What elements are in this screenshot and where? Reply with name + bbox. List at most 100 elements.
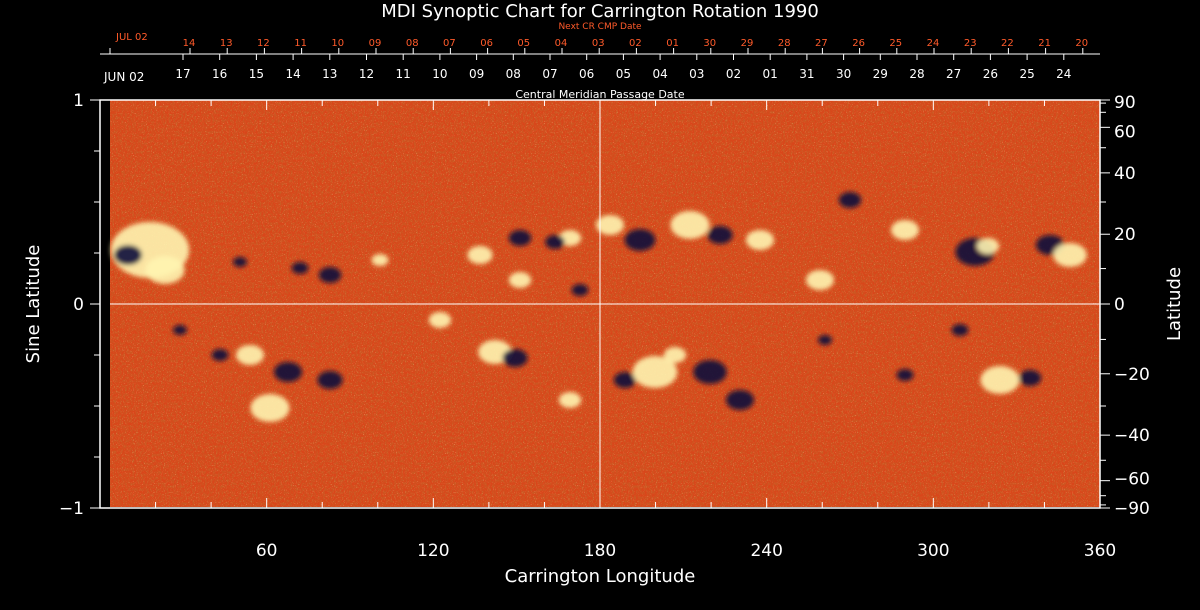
magnetic-region bbox=[806, 270, 834, 290]
magnetic-region bbox=[746, 230, 774, 250]
next-cr-start-label: JUL 02 bbox=[116, 32, 148, 43]
cmp-date-label: 28 bbox=[909, 67, 924, 81]
next-cr-date-label: 13 bbox=[220, 38, 233, 49]
cmp-date-label: 02 bbox=[726, 67, 741, 81]
magnetic-region bbox=[145, 256, 185, 284]
next-cr-date-ticks: 14 13 12 11 10 09 08 07 06 05 04 03 02 01 30 29 28 27 26 25… bbox=[109, 38, 1088, 54]
next-cr-date-label: 09 bbox=[369, 38, 382, 49]
y-left-ticks: 1 0 −1 bbox=[59, 91, 100, 519]
next-cr-date-label: 27 bbox=[815, 38, 828, 49]
x-tick-label: 60 bbox=[256, 541, 278, 561]
next-cr-date-label: 10 bbox=[331, 38, 344, 49]
y-right-tick-label: 40 bbox=[1114, 164, 1136, 184]
next-cr-date-label: 21 bbox=[1038, 38, 1051, 49]
y-right-axis-title: Latitude bbox=[1164, 267, 1185, 341]
magnetic-region bbox=[318, 267, 342, 283]
cmp-date-label: 07 bbox=[542, 67, 557, 81]
x-tick-label: 300 bbox=[917, 541, 949, 561]
chart-title: MDI Synoptic Chart for Carrington Rotati… bbox=[381, 1, 819, 22]
next-cr-date-label: 02 bbox=[629, 38, 642, 49]
y-left-axis-title: Sine Latitude bbox=[23, 245, 44, 364]
magnetic-region bbox=[951, 324, 969, 336]
next-cr-date-label: 30 bbox=[703, 38, 716, 49]
y-right-tick-label: 20 bbox=[1114, 225, 1136, 245]
y-right-tick-label: 90 bbox=[1114, 93, 1136, 113]
cmp-date-label: 06 bbox=[579, 67, 594, 81]
magnetic-region bbox=[726, 390, 754, 410]
next-cr-date-label: 01 bbox=[666, 38, 679, 49]
magnetic-region bbox=[508, 272, 532, 288]
next-cr-date-label: 24 bbox=[927, 38, 940, 49]
cmp-date-label: 30 bbox=[836, 67, 851, 81]
y-right-tick-label: −20 bbox=[1114, 365, 1150, 385]
next-cr-date-label: 08 bbox=[406, 38, 419, 49]
next-cr-date-label: 07 bbox=[443, 38, 456, 49]
cmp-date-label: 09 bbox=[469, 67, 484, 81]
next-cr-date-label: 05 bbox=[517, 38, 530, 49]
cmp-date-label: 17 bbox=[175, 67, 190, 81]
magnetic-region bbox=[613, 372, 637, 388]
y-right-tick-label: −60 bbox=[1114, 470, 1150, 490]
next-cr-date-label: 23 bbox=[964, 38, 977, 49]
cmp-date-label: 26 bbox=[983, 67, 998, 81]
y-right-tick-label: 0 bbox=[1114, 295, 1125, 315]
x-tick-label: 120 bbox=[417, 541, 449, 561]
magnetic-region bbox=[896, 369, 914, 381]
magnetic-region bbox=[317, 371, 343, 389]
x-axis-title: Carrington Longitude bbox=[505, 566, 696, 587]
magnetic-region bbox=[291, 262, 309, 274]
cmp-date-label: 29 bbox=[873, 67, 888, 81]
cmp-date-label: 11 bbox=[396, 67, 411, 81]
cmp-date-label: 05 bbox=[616, 67, 631, 81]
y-left-tick-label: 1 bbox=[73, 91, 84, 111]
next-cr-date-label: 06 bbox=[480, 38, 493, 49]
cmp-date-label: 15 bbox=[249, 67, 264, 81]
cmp-date-label: 01 bbox=[763, 67, 778, 81]
x-tick-label: 240 bbox=[750, 541, 782, 561]
magnetic-region bbox=[980, 366, 1020, 394]
cmp-date-ticks: 17 16 15 14 13 12 11 10 09 08 07 06 05 04 03 02 01 31 30 29… bbox=[175, 54, 1071, 81]
cmp-date-label: 08 bbox=[506, 67, 521, 81]
magnetic-region bbox=[558, 392, 582, 408]
x-tick-label: 360 bbox=[1084, 541, 1116, 561]
magnetic-region bbox=[707, 226, 733, 244]
cmp-start-label: JUN 02 bbox=[104, 70, 145, 84]
cmp-date-label: 12 bbox=[359, 67, 374, 81]
next-cr-date-label: 28 bbox=[778, 38, 791, 49]
magnetic-region bbox=[114, 245, 142, 265]
magnetic-region bbox=[663, 347, 687, 363]
cmp-date-label: 31 bbox=[799, 67, 814, 81]
next-cr-date-label: 11 bbox=[294, 38, 307, 49]
cmp-date-label: 27 bbox=[946, 67, 961, 81]
magnetic-region bbox=[502, 349, 528, 367]
cmp-date-label: 14 bbox=[285, 67, 300, 81]
magnetic-region bbox=[236, 345, 264, 365]
cmp-date-label: 04 bbox=[652, 67, 667, 81]
magnetic-region bbox=[693, 360, 727, 384]
cmp-date-label: 10 bbox=[432, 67, 447, 81]
magnetic-region bbox=[371, 254, 389, 266]
next-cr-cmp-label: Next CR CMP Date bbox=[558, 22, 642, 32]
magnetic-region bbox=[545, 235, 565, 249]
magnetic-region bbox=[596, 215, 624, 235]
y-left-tick-label: 0 bbox=[73, 295, 84, 315]
x-axis-ticks: 60 120 180 240 300 360 bbox=[155, 100, 1116, 561]
magnetic-region bbox=[1053, 243, 1087, 267]
cmp-date-label: 16 bbox=[212, 67, 227, 81]
next-cr-date-label: 03 bbox=[592, 38, 605, 49]
magnetic-region bbox=[818, 335, 832, 345]
magnetic-region bbox=[233, 257, 247, 267]
magnetic-region bbox=[624, 229, 656, 251]
cmp-axis-label: Central Meridian Passage Date bbox=[515, 88, 685, 101]
magnetic-region bbox=[838, 192, 862, 208]
next-cr-date-label: 25 bbox=[889, 38, 902, 49]
cmp-date-label: 25 bbox=[1019, 67, 1034, 81]
next-cr-date-label: 04 bbox=[555, 38, 568, 49]
magnetic-region bbox=[250, 394, 290, 422]
magnetic-region bbox=[467, 246, 493, 264]
next-cr-date-label: 14 bbox=[183, 38, 196, 49]
cmp-date-label: 03 bbox=[689, 67, 704, 81]
next-cr-date-label: 12 bbox=[257, 38, 270, 49]
next-cr-date-label: 20 bbox=[1075, 38, 1088, 49]
